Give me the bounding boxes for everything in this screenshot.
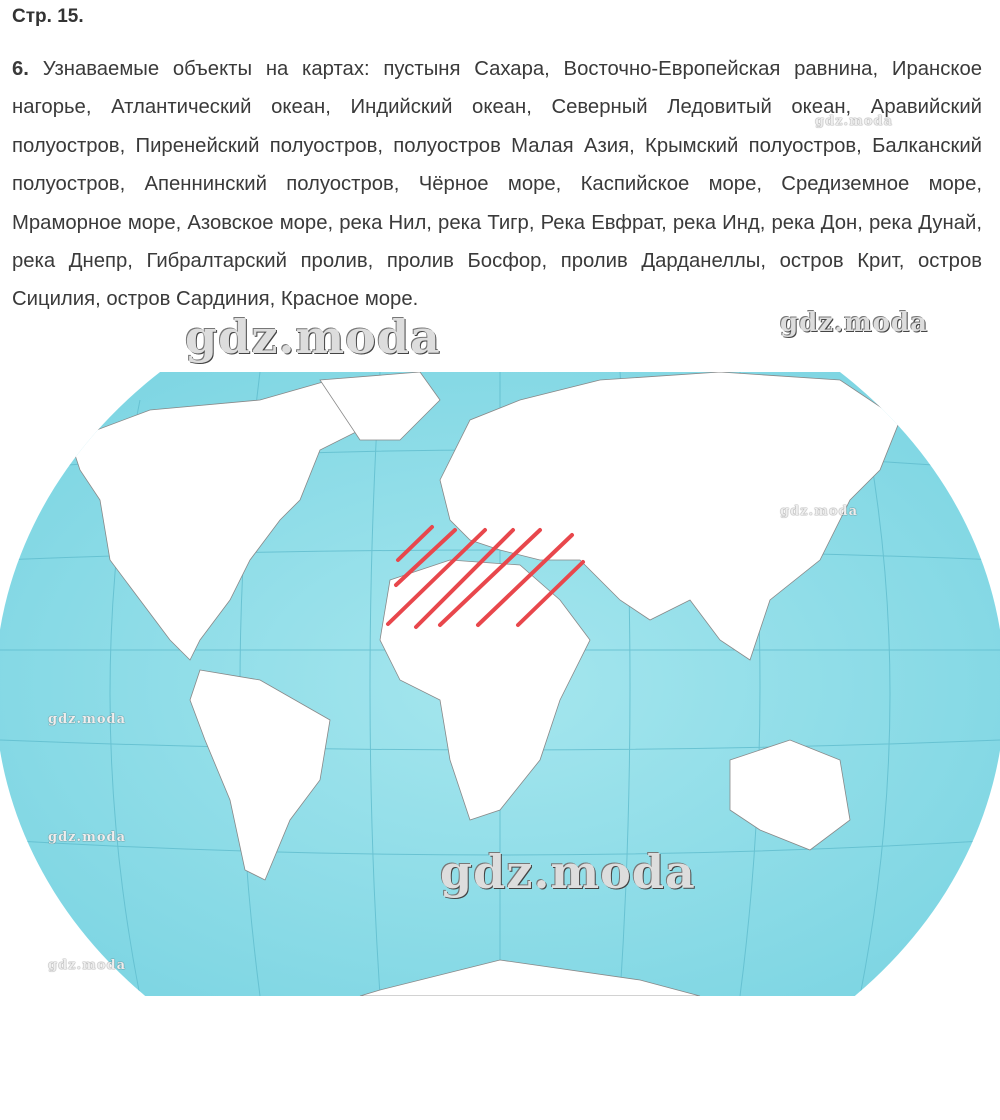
continents — [69, 372, 901, 996]
australia — [729, 739, 851, 851]
task-paragraph: 6. Узнаваемые объекты на картах: пустыня… — [12, 50, 982, 319]
watermark-logo: gdz.moda — [48, 958, 127, 973]
greenland — [319, 372, 441, 441]
watermark-logo: gdz.moda — [185, 310, 441, 364]
south-america — [189, 669, 331, 881]
hatching — [386, 525, 585, 629]
africa — [379, 559, 591, 821]
watermark-logo: gdz.moda — [48, 830, 127, 845]
watermark-logo: gdz.moda — [48, 712, 127, 727]
watermark-logo: gdz.moda — [815, 114, 894, 129]
eurasia — [439, 372, 901, 661]
task-number: 6. — [12, 58, 29, 80]
world-map — [0, 372, 1000, 996]
antarctica — [359, 959, 701, 996]
page-label: Стр. 15. — [12, 6, 84, 27]
watermark-logo: gdz.moda — [780, 504, 859, 519]
watermark-logo: gdz.moda — [440, 845, 696, 899]
task-text: Узнаваемые объекты на картах: пустыня Са… — [12, 58, 983, 311]
watermark-logo: gdz.moda — [780, 308, 929, 338]
